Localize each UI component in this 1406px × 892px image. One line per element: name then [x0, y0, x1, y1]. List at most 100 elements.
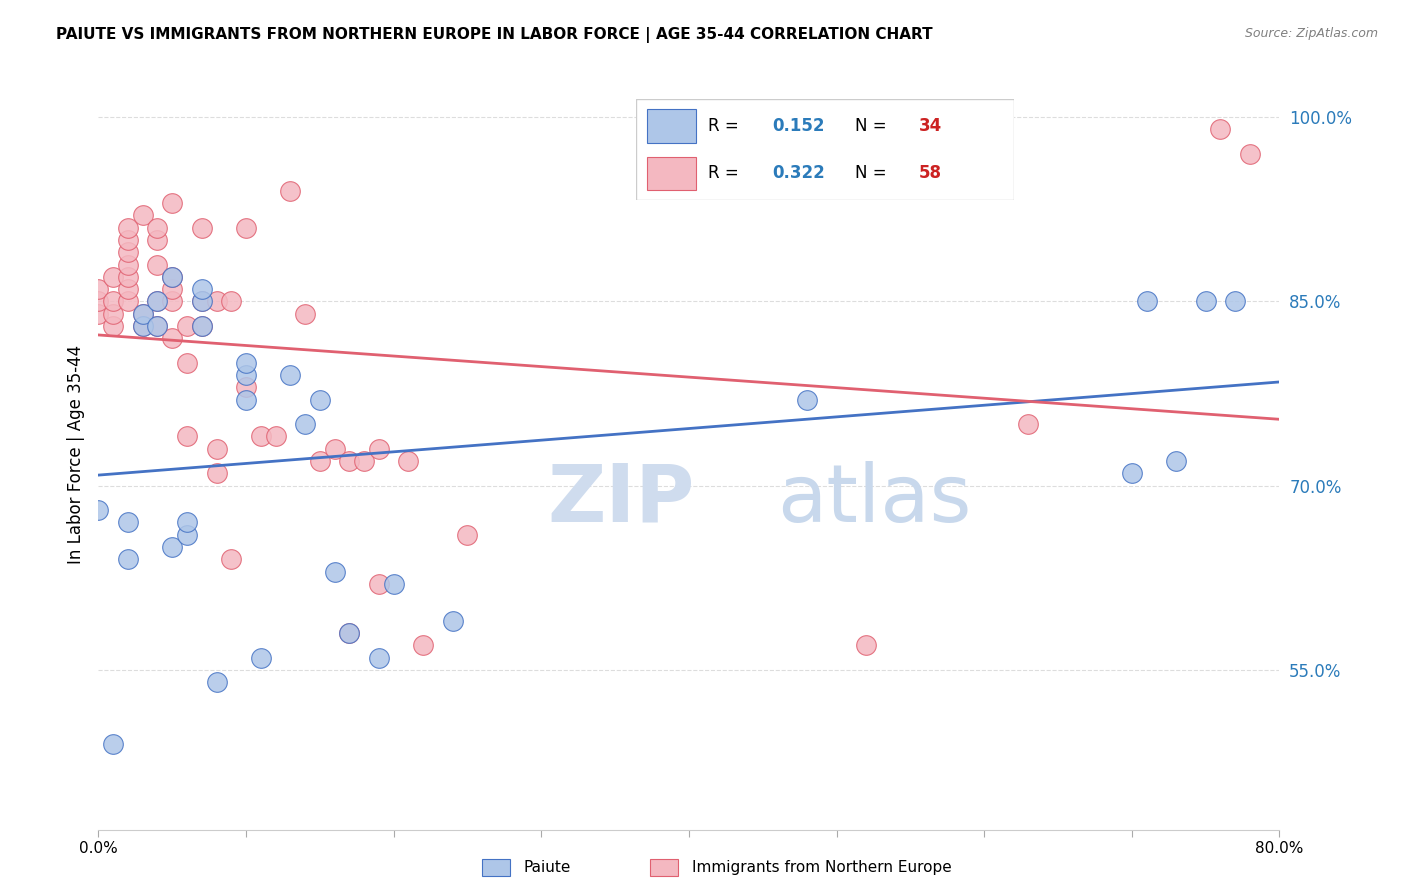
Point [162, 196, 183, 211]
Point [1121, 467, 1143, 481]
Point [205, 442, 228, 456]
Point [191, 294, 214, 309]
Point [382, 577, 405, 591]
Point [162, 331, 183, 345]
Point [176, 318, 198, 333]
Point [191, 282, 214, 296]
Point [441, 614, 464, 628]
Point [235, 356, 257, 370]
Point [146, 233, 169, 247]
Point [235, 368, 257, 382]
Point [117, 233, 139, 247]
Point [855, 638, 877, 652]
Point [132, 318, 155, 333]
Point [221, 294, 243, 309]
Point [235, 380, 257, 394]
Point [162, 269, 183, 284]
Text: Source: ZipAtlas.com: Source: ZipAtlas.com [1244, 27, 1378, 40]
Point [368, 650, 391, 665]
Bar [650, 858, 679, 876]
Point [264, 429, 287, 443]
Point [146, 294, 169, 309]
Point [162, 294, 183, 309]
Point [280, 368, 302, 382]
Point [309, 392, 332, 407]
Point [235, 392, 257, 407]
Point [205, 675, 228, 690]
Point [205, 467, 228, 481]
Point [132, 307, 155, 321]
Point [103, 294, 125, 309]
Point [339, 626, 361, 640]
Point [132, 318, 155, 333]
Point [191, 294, 214, 309]
Point [1195, 294, 1218, 309]
Point [205, 294, 228, 309]
Point [1209, 122, 1232, 136]
Point [117, 258, 139, 272]
Text: Immigrants from Northern Europe: Immigrants from Northern Europe [692, 861, 952, 875]
Point [132, 307, 155, 321]
Point [176, 528, 198, 542]
Point [103, 269, 125, 284]
Point [368, 442, 391, 456]
Point [1136, 294, 1159, 309]
Point [398, 454, 420, 468]
Point [146, 258, 169, 272]
Point [117, 282, 139, 296]
Y-axis label: In Labor Force | Age 35-44: In Labor Force | Age 35-44 [66, 345, 84, 565]
Point [294, 307, 316, 321]
Text: PAIUTE VS IMMIGRANTS FROM NORTHERN EUROPE IN LABOR FORCE | AGE 35-44 CORRELATION: PAIUTE VS IMMIGRANTS FROM NORTHERN EUROP… [56, 27, 932, 43]
Text: ZIP: ZIP [547, 461, 695, 539]
Point [250, 429, 273, 443]
Point [146, 318, 169, 333]
Point [1239, 147, 1261, 161]
Point [162, 269, 183, 284]
Point [412, 638, 434, 652]
Point [191, 220, 214, 235]
Point [103, 307, 125, 321]
Point [117, 294, 139, 309]
Point [339, 454, 361, 468]
Point [339, 626, 361, 640]
Point [87, 307, 110, 321]
Point [309, 454, 332, 468]
Point [146, 220, 169, 235]
Point [191, 318, 214, 333]
Point [368, 577, 391, 591]
Point [117, 516, 139, 530]
Point [87, 503, 110, 517]
Point [191, 318, 214, 333]
Point [250, 650, 273, 665]
Point [103, 737, 125, 751]
Point [323, 565, 346, 579]
Point [103, 318, 125, 333]
Point [457, 528, 479, 542]
Point [146, 294, 169, 309]
Point [162, 282, 183, 296]
Point [162, 540, 183, 554]
Text: Paiute: Paiute [523, 861, 571, 875]
Point [323, 442, 346, 456]
Point [1225, 294, 1247, 309]
Point [117, 245, 139, 260]
Text: atlas: atlas [778, 461, 972, 539]
Point [117, 220, 139, 235]
Point [87, 294, 110, 309]
Point [176, 429, 198, 443]
Point [1166, 454, 1188, 468]
Point [294, 417, 316, 432]
Point [117, 269, 139, 284]
Point [235, 220, 257, 235]
Point [353, 454, 375, 468]
Point [176, 516, 198, 530]
Point [132, 208, 155, 222]
Point [146, 318, 169, 333]
Point [221, 552, 243, 566]
Point [176, 356, 198, 370]
Point [87, 282, 110, 296]
Point [280, 184, 302, 198]
Point [1018, 417, 1040, 432]
Bar [481, 858, 510, 876]
Point [117, 552, 139, 566]
